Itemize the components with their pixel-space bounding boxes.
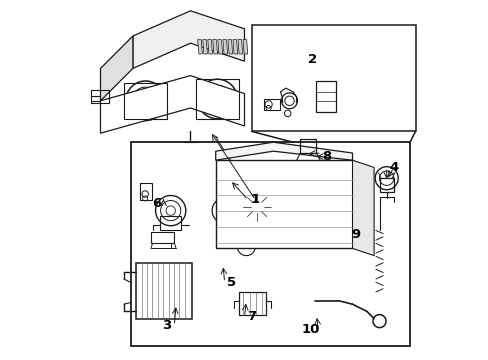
- Polygon shape: [133, 11, 244, 68]
- Text: 3: 3: [162, 319, 171, 332]
- Text: 8: 8: [322, 150, 331, 163]
- Bar: [264, 99, 280, 110]
- Bar: [379, 178, 393, 192]
- Bar: [251, 25, 415, 131]
- Text: 10: 10: [301, 323, 320, 336]
- Polygon shape: [101, 76, 244, 133]
- Polygon shape: [218, 40, 222, 54]
- Polygon shape: [215, 160, 352, 248]
- Polygon shape: [101, 36, 133, 101]
- Polygon shape: [238, 40, 242, 54]
- Text: 6: 6: [151, 197, 161, 210]
- Polygon shape: [227, 40, 232, 54]
- Polygon shape: [212, 40, 217, 54]
- Polygon shape: [207, 40, 212, 54]
- Polygon shape: [223, 40, 227, 54]
- Bar: [239, 292, 265, 315]
- Polygon shape: [197, 40, 202, 54]
- Text: 7: 7: [246, 310, 256, 323]
- Bar: [196, 79, 239, 119]
- Bar: [316, 81, 336, 112]
- Bar: [151, 232, 174, 243]
- Bar: [136, 263, 192, 319]
- Bar: [300, 139, 316, 153]
- Polygon shape: [203, 40, 207, 54]
- Polygon shape: [232, 40, 237, 54]
- Bar: [123, 83, 167, 119]
- Text: 5: 5: [227, 276, 236, 289]
- Polygon shape: [352, 160, 373, 256]
- Polygon shape: [243, 40, 247, 54]
- Bar: [160, 216, 181, 230]
- Bar: [140, 183, 151, 200]
- Bar: [131, 142, 409, 346]
- Text: 4: 4: [388, 161, 398, 174]
- Polygon shape: [215, 142, 352, 160]
- Text: 9: 9: [351, 228, 360, 240]
- Text: 2: 2: [308, 53, 317, 66]
- Bar: [91, 90, 109, 103]
- Text: 1: 1: [250, 193, 259, 206]
